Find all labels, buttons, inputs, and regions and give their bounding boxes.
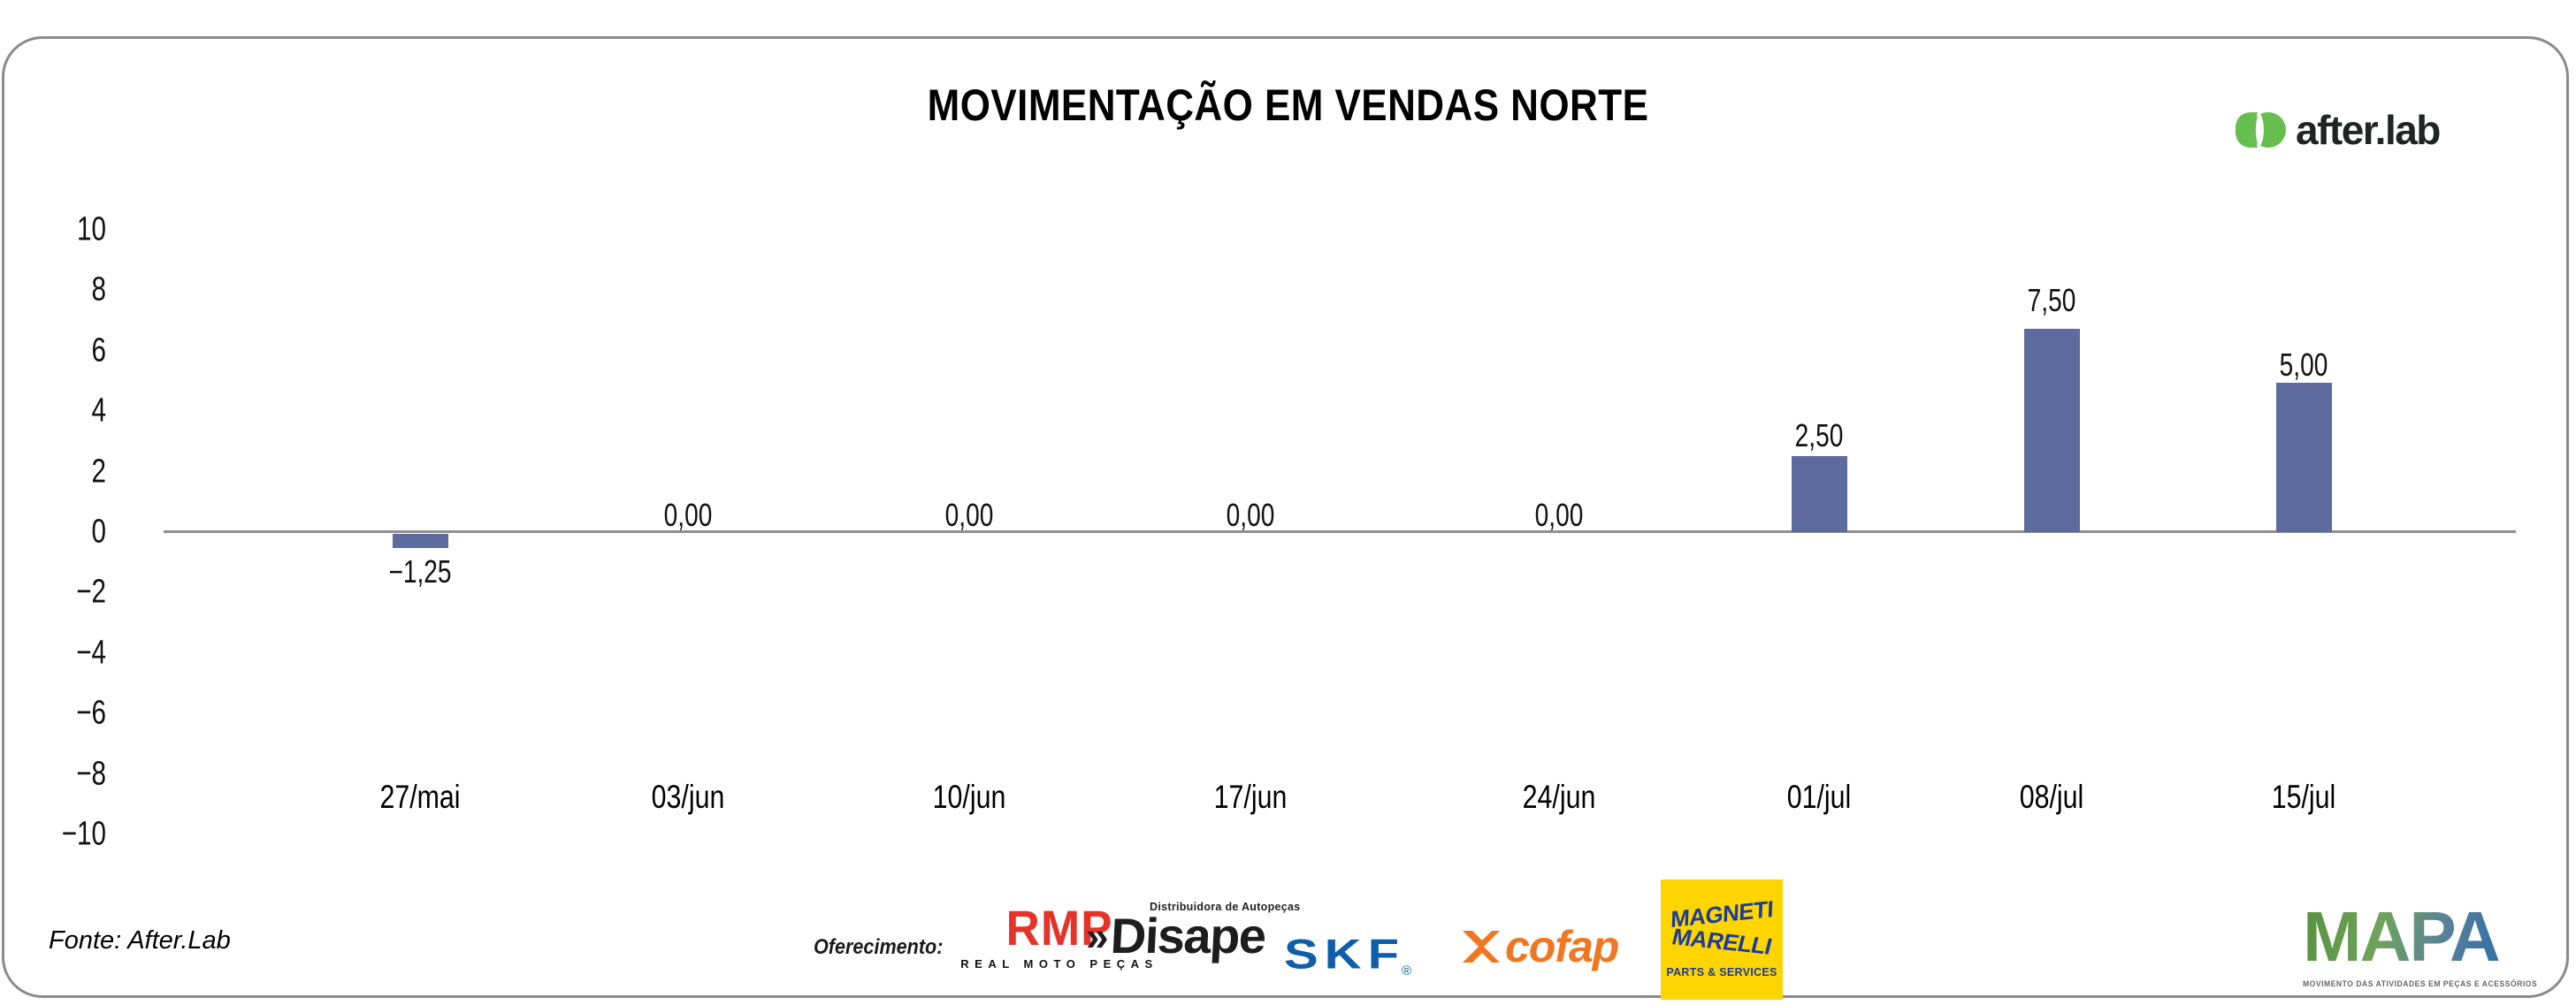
bar-value-label: 0,00 (1226, 497, 1275, 533)
x-axis-label: 10/jun (932, 779, 1006, 815)
bar-value-label: 0,00 (1534, 497, 1584, 533)
sponsor-logo-disape: Distribuidora de Autopeças » Disape (1086, 901, 1301, 963)
x-axis-label: 15/jul (2271, 779, 2336, 815)
bar-27/mai (392, 534, 448, 548)
bar-15/jul (2275, 383, 2332, 532)
sponsor-logo-magneti-marelli: MAGNETI MARELLI PARTS & SERVICES (1661, 879, 1783, 1000)
x-axis-label: 17/jun (1213, 779, 1288, 815)
bar-value-label: 0,00 (944, 497, 994, 533)
mapa-tagline: MOVIMENTO DAS ATIVIDADES EM PEÇAS E ACES… (2303, 979, 2538, 989)
sponsor-logo-cofap: cofap (1461, 921, 1619, 972)
afterlab-logo: after.lab (2232, 106, 2441, 154)
disape-tagline: Distribuidora de Autopeças (1150, 901, 1301, 913)
x-axis-label: 27/mai (379, 779, 461, 815)
y-axis-tick-label: −2 (76, 573, 106, 611)
bar-value-label: 0,00 (663, 497, 713, 533)
sponsor-logo-rmp: RMP REAL MOTO PEÇAS (955, 900, 1164, 971)
disape-chevrons-icon: » (1086, 912, 1109, 959)
x-axis-label: 24/jun (1522, 779, 1596, 815)
x-axis-label: 03/jun (651, 779, 725, 815)
y-axis-tick-label: 8 (91, 270, 106, 308)
sponsor-logo-skf: SKF ® (1284, 919, 1411, 978)
y-axis-tick-label: 10 (77, 210, 106, 248)
afterlab-logo-text: after.lab (2296, 107, 2441, 153)
cofap-wordmark: cofap (1505, 922, 1619, 971)
x-axis-label: 01/jul (1786, 779, 1852, 815)
bar-01/jul (1791, 456, 1847, 532)
magneti-tagline: PARTS & SERVICES (1666, 966, 1777, 978)
source-note: Fonte: After.Lab (49, 926, 231, 955)
rmp-wordmark: RMP (1005, 900, 1113, 956)
mapa-wordmark: MAPA (2303, 902, 2564, 972)
sponsorship-label: Oferecimento: (814, 935, 944, 959)
y-axis-tick-label: 0 (91, 513, 106, 551)
bar-value-label: 2,50 (1794, 417, 1844, 453)
x-axis-label: 08/jul (2019, 779, 2084, 815)
y-axis-tick-label: −6 (76, 694, 106, 732)
disape-wordmark: Disape (1108, 907, 1266, 963)
skf-wordmark: SKF (1284, 930, 1405, 978)
bar-value-label: 5,00 (2279, 346, 2328, 383)
magneti-wordmark-line2: MARELLI (1669, 923, 1775, 960)
y-axis-tick-label: 2 (91, 453, 106, 491)
y-axis-tick-label: 6 (91, 331, 106, 369)
rmp-tagline: REAL MOTO PEÇAS (960, 957, 1158, 971)
skf-registered-mark: ® (1402, 963, 1412, 978)
chart-title: MOVIMENTAÇÃO EM VENDAS NORTE (927, 80, 1649, 130)
afterlab-leaf-icon (2236, 112, 2286, 148)
y-axis-tick-label: −4 (76, 634, 106, 672)
bar-value-label: 7,50 (2027, 282, 2076, 318)
bar-08/jul (2023, 329, 2080, 532)
y-axis-tick-label: −8 (76, 755, 106, 793)
cofap-x-icon (1463, 931, 1500, 963)
y-axis-tick-label: 4 (91, 392, 106, 430)
card-border (2, 36, 2569, 998)
y-axis-tick-label: −10 (61, 815, 106, 853)
x-axis-zero-line (164, 530, 2516, 533)
bar-value-label: −1,25 (388, 553, 452, 590)
mapa-logo: MAPA MOVIMENTO DAS ATIVIDADES EM PEÇAS E… (2303, 902, 2564, 990)
